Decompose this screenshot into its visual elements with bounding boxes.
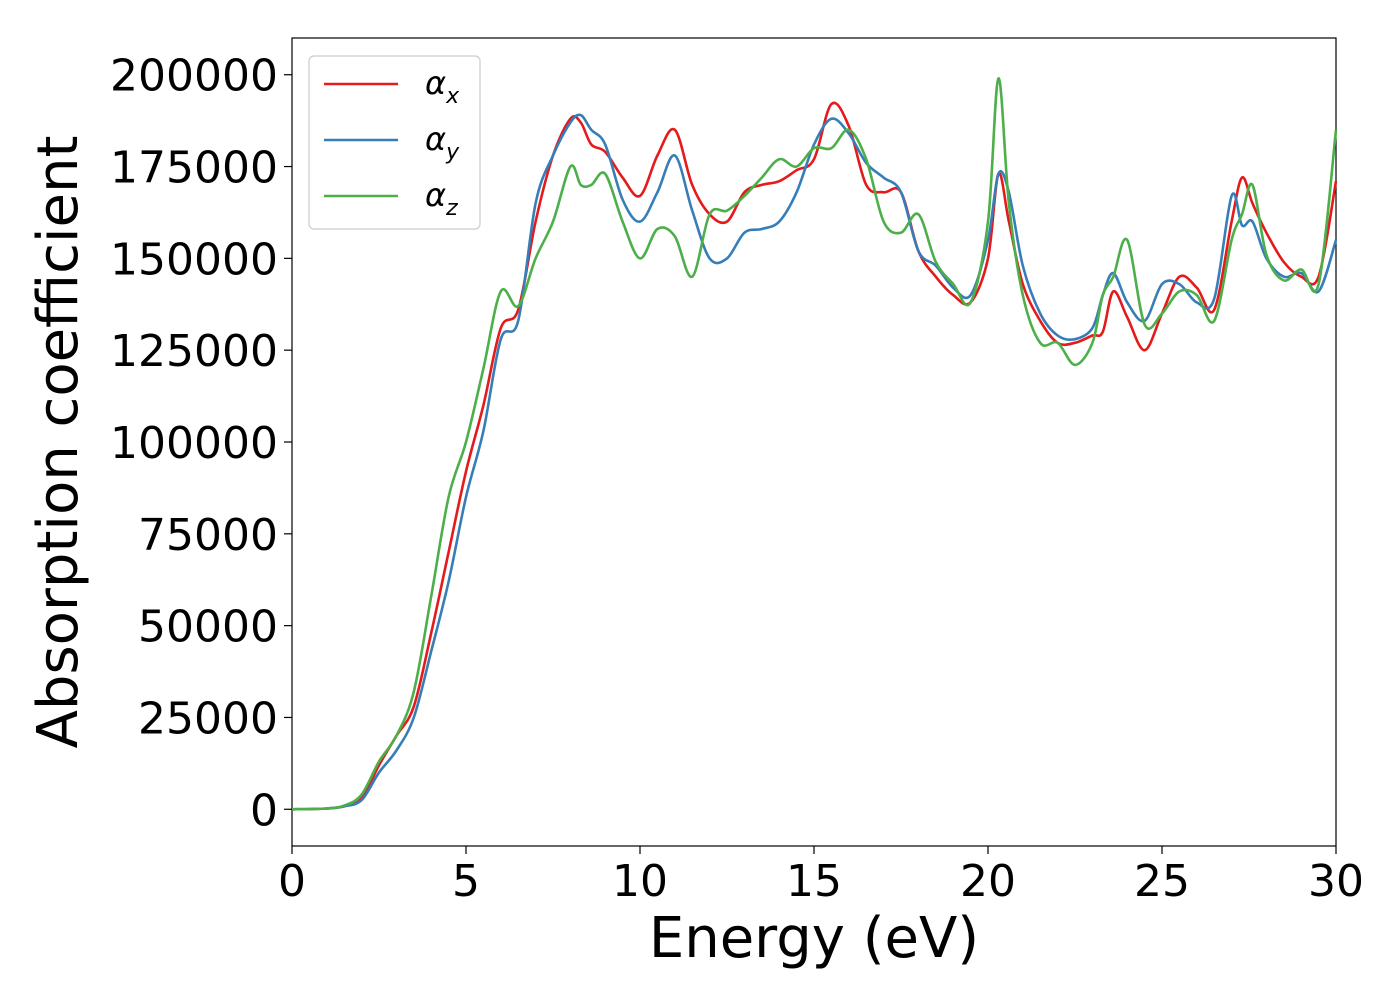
series-line-alpha-x — [291, 101, 1338, 811]
y-tick-label: 175000 — [110, 143, 278, 194]
y-axis-label: Absorption coefficient — [26, 136, 91, 749]
x-axis-ticks: 0 5 10 15 20 25 30 — [278, 846, 1364, 907]
series-line-alpha-z — [291, 77, 1338, 811]
x-axis-label: Energy (eV) — [649, 906, 979, 971]
y-tick-label: 0 — [250, 785, 278, 836]
series-line-alpha-y — [291, 113, 1338, 811]
y-tick-label: 25000 — [138, 693, 278, 744]
y-tick-label: 100000 — [110, 418, 278, 469]
y-tick-label: 200000 — [110, 51, 278, 102]
x-tick-label: 10 — [612, 856, 668, 907]
x-tick-label: 5 — [452, 856, 480, 907]
x-tick-label: 25 — [1134, 856, 1190, 907]
y-tick-label: 75000 — [138, 510, 278, 561]
y-tick-label: 125000 — [110, 326, 278, 377]
y-tick-label: 150000 — [110, 234, 278, 285]
x-tick-label: 15 — [786, 856, 842, 907]
legend-box — [308, 55, 481, 230]
y-axis-ticks: 0 25000 50000 75000 100000 125000 150000 175000… — [110, 51, 292, 836]
x-tick-label: 20 — [960, 856, 1016, 907]
x-tick-label: 30 — [1308, 856, 1364, 907]
series-layer — [291, 77, 1338, 811]
x-tick-label: 0 — [278, 856, 306, 907]
y-tick-label: 50000 — [138, 602, 278, 653]
